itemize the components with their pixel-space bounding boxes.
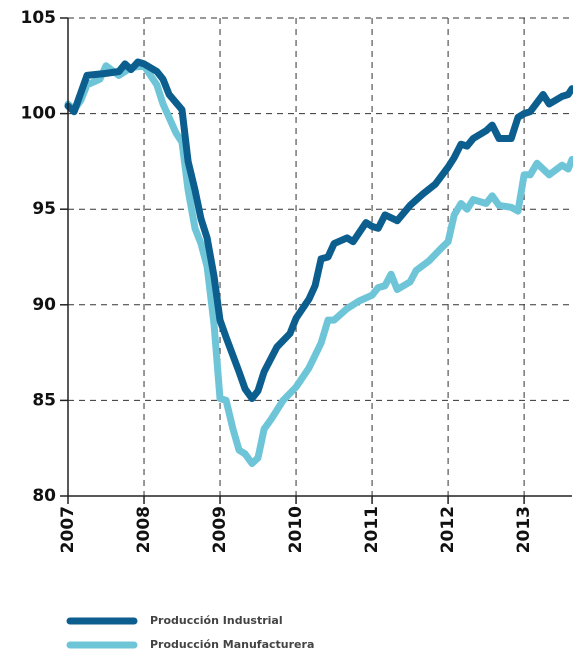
x-tick-label: 2012 bbox=[438, 506, 458, 553]
legend: Producción Industrial Producción Manufact… bbox=[66, 614, 314, 651]
x-tick-label: 2008 bbox=[134, 506, 154, 553]
y-tick-label: 85 bbox=[32, 390, 56, 410]
legend-label: Producción Industrial bbox=[150, 614, 283, 627]
x-tick-label: 2007 bbox=[58, 506, 78, 553]
lines bbox=[64, 58, 573, 467]
x-tick-label: 2013 bbox=[514, 506, 534, 553]
y-tick-label: 105 bbox=[21, 8, 57, 28]
series-line bbox=[64, 58, 573, 402]
axes: 80 85 90 95 100 105 2007 2008 2009 2010 2011 2012 20… bbox=[21, 8, 572, 553]
y-tick-label: 90 bbox=[32, 295, 56, 315]
x-tick-label: 2010 bbox=[286, 506, 306, 553]
y-tick-label: 95 bbox=[32, 199, 56, 219]
x-tick-label: 2009 bbox=[210, 506, 230, 553]
legend-label: Producción Manufacturera bbox=[150, 638, 314, 651]
x-tick-label: 2011 bbox=[362, 506, 382, 553]
y-tick-label: 100 bbox=[21, 104, 57, 124]
grid bbox=[68, 17, 572, 496]
y-tick-label: 80 bbox=[32, 486, 56, 506]
series-line bbox=[64, 62, 573, 467]
